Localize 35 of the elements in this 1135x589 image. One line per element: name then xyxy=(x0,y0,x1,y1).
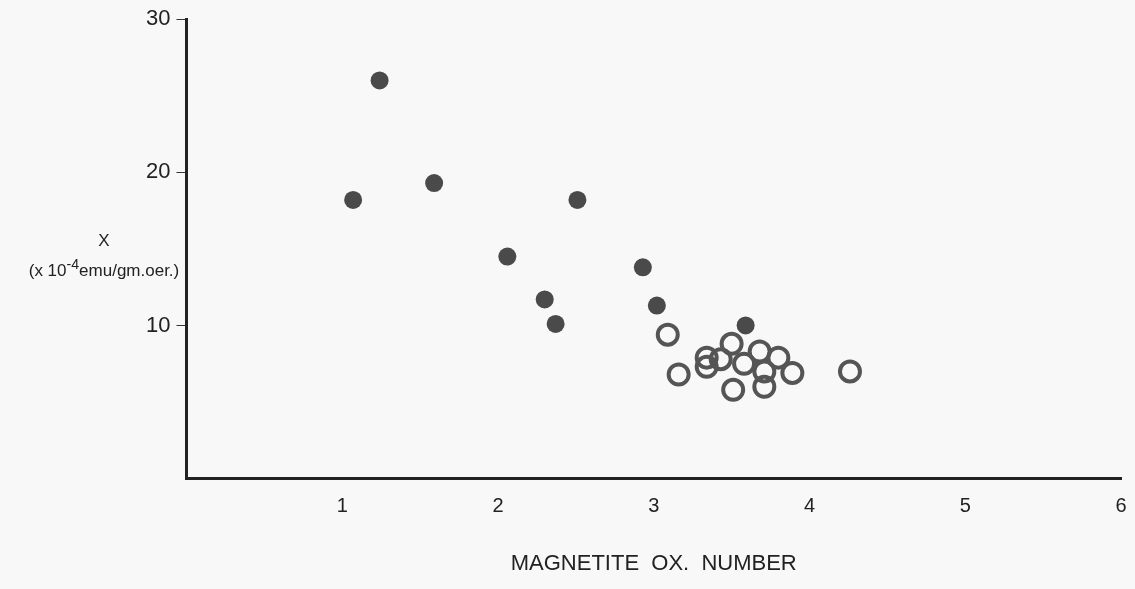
point xyxy=(719,331,744,356)
point xyxy=(736,316,755,335)
y-tick-label: 30 xyxy=(145,5,171,31)
point xyxy=(498,247,517,266)
x-tick-label: 6 xyxy=(1115,494,1127,517)
y-tick-label: 10 xyxy=(145,311,171,337)
point xyxy=(666,362,691,387)
point xyxy=(694,354,719,379)
point xyxy=(647,296,666,315)
x-tick-label: 1 xyxy=(336,494,348,517)
point xyxy=(752,374,777,399)
point xyxy=(837,359,862,384)
point xyxy=(747,339,772,364)
x-axis-title: MAGNETITE OX. NUMBER xyxy=(510,549,797,575)
point xyxy=(708,347,733,372)
x-tick-label: 3 xyxy=(648,494,660,517)
x-tick-label: 4 xyxy=(803,494,816,517)
point xyxy=(370,71,389,90)
text: X (x 10$^{-4}$emu/gm.oer.) xyxy=(28,231,180,280)
point xyxy=(655,322,680,347)
point xyxy=(721,377,746,402)
x-tick-label: 5 xyxy=(959,494,971,517)
point xyxy=(425,174,444,193)
point xyxy=(694,345,719,370)
y-tick-label: 20 xyxy=(145,158,171,184)
point xyxy=(568,190,587,209)
point xyxy=(752,359,777,384)
point xyxy=(766,345,791,370)
point xyxy=(344,190,363,209)
point xyxy=(535,290,554,309)
x-tick-label: 2 xyxy=(492,494,504,517)
point xyxy=(732,351,757,376)
point xyxy=(633,258,652,277)
point xyxy=(546,314,565,333)
point xyxy=(780,360,805,385)
